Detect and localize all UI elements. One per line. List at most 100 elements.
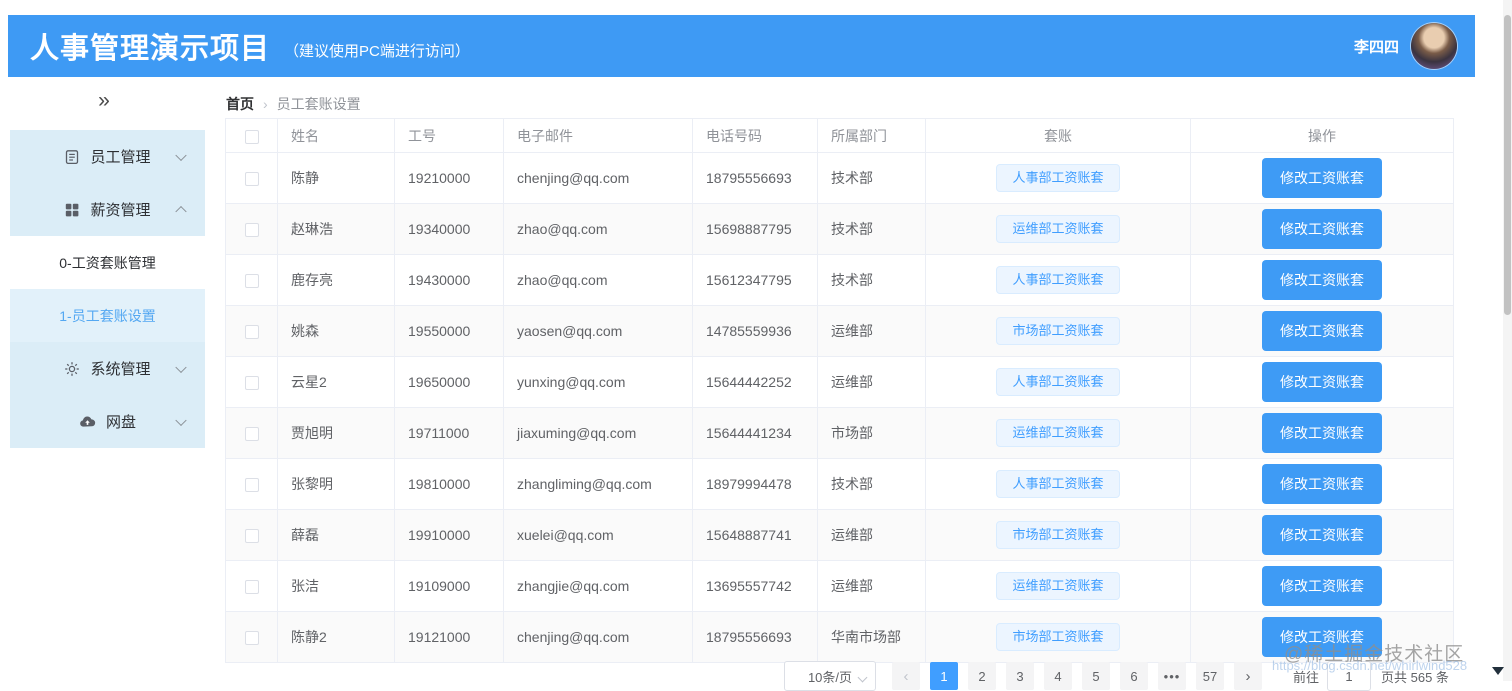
cell-department: 市场部 (817, 407, 926, 459)
breadcrumb-home[interactable]: 首页 (226, 96, 254, 112)
cell-department: 技术部 (817, 152, 926, 204)
cell-checkbox (225, 254, 278, 306)
avatar[interactable] (1411, 23, 1457, 69)
table-row: 张洁 19109000 zhangjie@qq.com 13695557742 运维部 运… (225, 560, 1454, 612)
payroll-set-tag[interactable]: 市场部工资账套 (996, 521, 1120, 549)
select-all-checkbox[interactable] (244, 129, 259, 144)
cell-email: zhao@qq.com (503, 203, 693, 255)
page-button[interactable]: 57 (1196, 662, 1224, 690)
cell-employee-id: 19210000 (394, 152, 504, 204)
modify-payroll-button[interactable]: 修改工资账套 (1262, 362, 1382, 402)
row-checkbox[interactable] (244, 223, 259, 238)
payroll-set-tag[interactable]: 运维部工资账套 (996, 572, 1120, 600)
cell-actions: 修改工资账套 (1190, 254, 1454, 306)
row-checkbox[interactable] (244, 274, 259, 289)
row-checkbox[interactable] (244, 631, 259, 646)
cell-phone: 18795556693 (692, 611, 818, 663)
modify-payroll-button[interactable]: 修改工资账套 (1262, 413, 1382, 453)
sidebar-subitem-payroll-set-mgmt[interactable]: 0-工资套账管理 (10, 236, 205, 289)
table-row: 贾旭明 19711000 jiaxuming@qq.com 15644441234 市场… (225, 407, 1454, 459)
cell-payroll-set: 人事部工资账套 (925, 254, 1191, 306)
col-phone: 电话号码 (692, 118, 818, 153)
page-button[interactable]: 1 (930, 662, 958, 690)
total-count-label: 页共 565 条 (1381, 669, 1449, 685)
cell-department: 运维部 (817, 509, 926, 561)
payroll-set-tag[interactable]: 人事部工资账套 (996, 368, 1120, 396)
sidebar-item-employee-mgmt[interactable]: 员工管理 (10, 130, 205, 183)
gear-icon (65, 361, 80, 376)
cell-checkbox (225, 458, 278, 510)
page-button[interactable]: 6 (1120, 662, 1148, 690)
more-pages-button[interactable]: ••• (1158, 662, 1186, 690)
payroll-set-tag[interactable]: 人事部工资账套 (996, 470, 1120, 498)
table-row: 张黎明 19810000 zhangliming@qq.com 18979994478… (225, 458, 1454, 510)
cell-department: 运维部 (817, 560, 926, 612)
payroll-set-tag[interactable]: 人事部工资账套 (996, 164, 1120, 192)
payroll-set-tag[interactable]: 运维部工资账套 (996, 419, 1120, 447)
sidebar-collapse-icon[interactable]: » (98, 89, 110, 112)
breadcrumb-separator: › (263, 96, 268, 112)
cell-employee-id: 19121000 (394, 611, 504, 663)
goto-page-input[interactable] (1327, 661, 1372, 691)
cell-checkbox (225, 509, 278, 561)
modify-payroll-button[interactable]: 修改工资账套 (1262, 311, 1382, 351)
cell-actions: 修改工资账套 (1190, 152, 1454, 204)
cell-name: 张洁 (277, 560, 395, 612)
sidebar-subitem-label: 0-工资套账管理 (59, 254, 156, 271)
row-checkbox[interactable] (244, 172, 259, 187)
cell-phone: 18795556693 (692, 152, 818, 204)
col-payroll-set: 套账 (925, 118, 1191, 153)
page-button[interactable]: 5 (1082, 662, 1110, 690)
cell-phone: 18979994478 (692, 458, 818, 510)
modify-payroll-button[interactable]: 修改工资账套 (1262, 158, 1382, 198)
modify-payroll-button[interactable]: 修改工资账套 (1262, 617, 1382, 657)
cell-phone: 15612347795 (692, 254, 818, 306)
row-checkbox[interactable] (244, 580, 259, 595)
sidebar-item-system-mgmt[interactable]: 系统管理 (10, 342, 205, 395)
cell-employee-id: 19711000 (394, 407, 504, 459)
row-checkbox[interactable] (244, 529, 259, 544)
cell-payroll-set: 人事部工资账套 (925, 356, 1191, 408)
scrollbar-thumb[interactable] (1504, 15, 1511, 315)
prev-page-button[interactable]: ‹ (892, 662, 920, 690)
modify-payroll-button[interactable]: 修改工资账套 (1262, 209, 1382, 249)
cell-employee-id: 19109000 (394, 560, 504, 612)
page-button[interactable]: 2 (968, 662, 996, 690)
payroll-set-tag[interactable]: 人事部工资账套 (996, 266, 1120, 294)
cell-name: 姚森 (277, 305, 395, 357)
page-button[interactable]: 4 (1044, 662, 1072, 690)
page-scrollbar[interactable] (1503, 0, 1512, 681)
col-actions: 操作 (1190, 118, 1454, 153)
page-button[interactable]: 3 (1006, 662, 1034, 690)
modify-payroll-button[interactable]: 修改工资账套 (1262, 464, 1382, 504)
payroll-set-tag[interactable]: 市场部工资账套 (996, 317, 1120, 345)
sidebar: » 员工管理 薪资管理 0-工资套账管理 (0, 77, 205, 681)
sidebar-subitem-employee-payroll-config[interactable]: 1-员工套账设置 (10, 289, 205, 342)
payroll-set-tag[interactable]: 市场部工资账套 (996, 623, 1120, 651)
modify-payroll-button[interactable]: 修改工资账套 (1262, 566, 1382, 606)
cell-department: 运维部 (817, 356, 926, 408)
cell-phone: 15644442252 (692, 356, 818, 408)
cell-actions: 修改工资账套 (1190, 356, 1454, 408)
row-checkbox[interactable] (244, 325, 259, 340)
row-checkbox[interactable] (244, 376, 259, 391)
table-row: 鹿存亮 19430000 zhao@qq.com 15612347795 技术部 人事部工… (225, 254, 1454, 306)
cell-name: 鹿存亮 (277, 254, 395, 306)
sidebar-item-salary-mgmt[interactable]: 薪资管理 (10, 183, 205, 236)
top-white-strip (0, 0, 1512, 15)
modify-payroll-button[interactable]: 修改工资账套 (1262, 260, 1382, 300)
col-department: 所属部门 (817, 118, 926, 153)
row-checkbox[interactable] (244, 427, 259, 442)
next-page-button[interactable]: › (1234, 662, 1262, 690)
cell-payroll-set: 市场部工资账套 (925, 509, 1191, 561)
modify-payroll-button[interactable]: 修改工资账套 (1262, 515, 1382, 555)
row-checkbox[interactable] (244, 478, 259, 493)
payroll-set-tag[interactable]: 运维部工资账套 (996, 215, 1120, 243)
cell-email: zhangliming@qq.com (503, 458, 693, 510)
cell-name: 陈静 (277, 152, 395, 204)
sidebar-item-netdisk[interactable]: 网盘 (10, 395, 205, 448)
chevron-down-icon (175, 414, 187, 426)
sidebar-item-label: 薪资管理 (90, 202, 151, 219)
breadcrumb-current: 员工套账设置 (276, 96, 361, 112)
page-size-select[interactable]: 10条/页 (784, 661, 876, 691)
